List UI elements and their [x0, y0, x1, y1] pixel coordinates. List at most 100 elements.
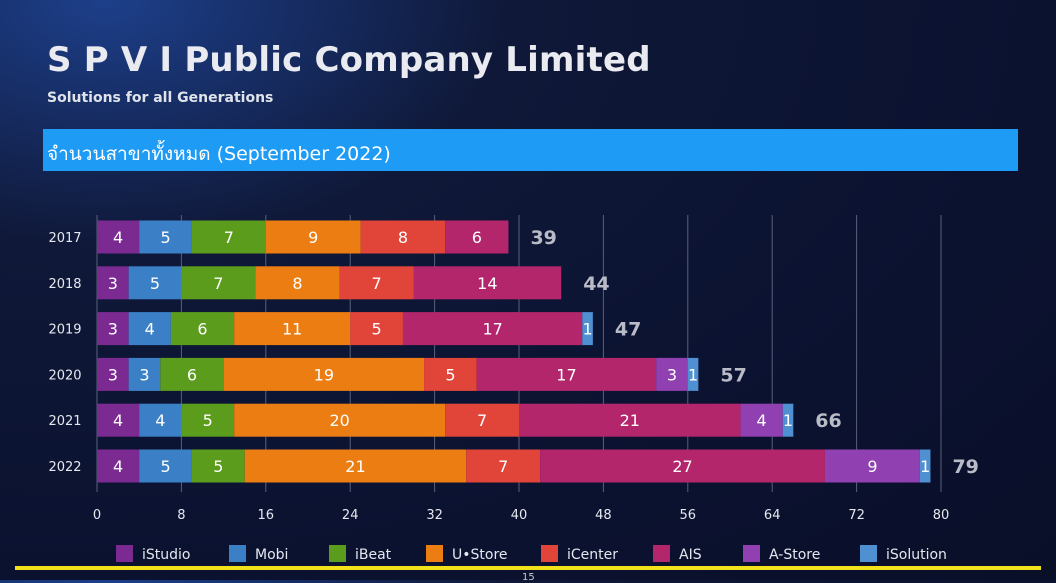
x-tick-label: 16: [258, 508, 275, 523]
bar-segment-icenter: [445, 403, 519, 437]
x-tick-label: 80: [933, 508, 950, 523]
x-tick-label: 72: [848, 508, 865, 523]
bar-segment-ais: [476, 357, 657, 391]
bar-segment-ustore: [255, 266, 340, 300]
legend-swatch: [229, 545, 246, 562]
legend-label: iBeat: [355, 547, 392, 563]
bar-segment-ais: [413, 266, 562, 300]
total-label: 44: [583, 273, 609, 295]
bar-segment-isolution: [687, 357, 699, 391]
data-label: 8: [398, 228, 408, 247]
x-tick-label: 8: [177, 508, 185, 523]
data-label: 5: [371, 320, 381, 339]
legend-label: iStudio: [142, 547, 190, 563]
bar-segment-mobi: [128, 357, 161, 391]
data-label: 17: [482, 320, 502, 339]
data-label: 7: [224, 228, 234, 247]
x-tick-label: 48: [595, 508, 612, 523]
total-label: 57: [720, 364, 746, 386]
bar-segment-icenter: [424, 357, 477, 391]
x-tick-label: 64: [764, 508, 781, 523]
total-label: 39: [530, 227, 556, 249]
total-label: 47: [615, 319, 641, 341]
bar-segment-istudio: [97, 403, 140, 437]
data-label: 20: [329, 411, 349, 430]
bar-segment-ibeat: [181, 266, 256, 300]
x-tick-label: 0: [93, 508, 101, 523]
banner-text: จำนวนสาขาทั้งหมด (September 2022): [47, 143, 391, 165]
data-label: 1: [783, 411, 793, 430]
bar-segment-icenter: [350, 312, 403, 346]
legend-swatch: [653, 545, 670, 562]
data-label: 9: [308, 228, 318, 247]
x-tick-label: 24: [342, 508, 359, 523]
data-label: 3: [108, 365, 118, 384]
bar-segment-ibeat: [191, 220, 266, 254]
y-tick-label: 2021: [48, 414, 81, 429]
data-label: 4: [113, 411, 123, 430]
data-label: 8: [292, 274, 302, 293]
data-label: 4: [113, 228, 123, 247]
footer-divider: [15, 566, 1041, 570]
data-label: 5: [203, 411, 213, 430]
data-label: 5: [150, 274, 160, 293]
data-label: 7: [477, 411, 487, 430]
bar-segment-ustore: [223, 357, 425, 391]
data-label: 5: [160, 457, 170, 476]
bar-segment-ais: [519, 403, 741, 437]
data-label: 3: [139, 365, 149, 384]
data-label: 14: [477, 274, 497, 293]
bar-segment-icenter: [360, 220, 446, 254]
bar-segment-ibeat: [191, 449, 245, 483]
bar-segment-mobi: [139, 403, 182, 437]
bar-segment-icenter: [339, 266, 414, 300]
bar-segment-mobi: [128, 266, 182, 300]
legend-label: U•Store: [452, 547, 508, 563]
bar-segment-ibeat: [160, 357, 224, 391]
y-tick-label: 2020: [48, 368, 81, 383]
bar-segment-ibeat: [170, 312, 235, 346]
page-subtitle: Solutions for all Generations: [47, 90, 274, 106]
data-label: 7: [371, 274, 381, 293]
legend-label: iSolution: [886, 547, 947, 563]
data-label: 27: [672, 457, 692, 476]
bar-segment-istudio: [97, 357, 129, 391]
data-label: 21: [620, 411, 640, 430]
x-tick-label: 40: [511, 508, 528, 523]
data-label: 11: [282, 320, 302, 339]
bar-segment-ustore: [265, 220, 361, 254]
data-label: 5: [213, 457, 223, 476]
bar-segment-ustore: [244, 449, 467, 483]
data-label: 5: [445, 365, 455, 384]
data-label: 6: [187, 365, 197, 384]
data-label: 3: [108, 320, 118, 339]
bar-segment-astore: [824, 449, 920, 483]
legend-label: Mobi: [255, 547, 288, 563]
legend-swatch: [329, 545, 346, 562]
bar-segment-ais: [540, 449, 825, 483]
data-label: 9: [867, 457, 877, 476]
bar-segment-icenter: [466, 449, 541, 483]
bar-segment-mobi: [139, 220, 192, 254]
legend-label: A-Store: [769, 547, 820, 563]
y-tick-label: 2018: [48, 277, 81, 292]
data-label: 7: [498, 457, 508, 476]
total-label: 66: [815, 410, 841, 432]
y-tick-label: 2017: [48, 231, 81, 246]
bar-segment-ustore: [234, 312, 351, 346]
bar-segment-ais: [402, 312, 583, 346]
bar-segment-mobi: [128, 312, 171, 346]
legend-swatch: [541, 545, 558, 562]
data-label: 6: [197, 320, 207, 339]
page-title: S P V I Public Company Limited: [47, 40, 651, 80]
bar-segment-isolution: [782, 403, 794, 437]
data-label: 6: [472, 228, 482, 247]
bar-segment-istudio: [97, 449, 140, 483]
data-label: 7: [213, 274, 223, 293]
bar-segment-astore: [656, 357, 688, 391]
y-tick-label: 2022: [48, 460, 81, 475]
bar-segment-istudio: [97, 312, 129, 346]
x-tick-label: 32: [426, 508, 443, 523]
bar-segment-ibeat: [181, 403, 235, 437]
